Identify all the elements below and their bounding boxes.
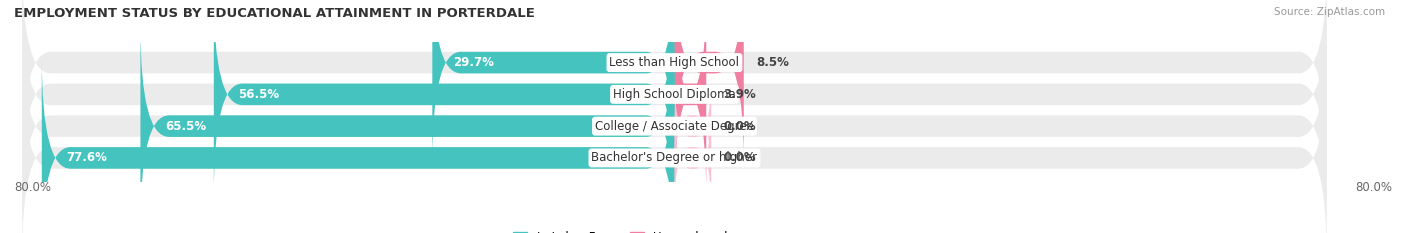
- Text: 77.6%: 77.6%: [66, 151, 107, 164]
- Text: Less than High School: Less than High School: [609, 56, 740, 69]
- Text: 8.5%: 8.5%: [756, 56, 789, 69]
- Text: 80.0%: 80.0%: [1355, 181, 1392, 194]
- Text: 65.5%: 65.5%: [165, 120, 207, 133]
- Text: 29.7%: 29.7%: [453, 56, 494, 69]
- FancyBboxPatch shape: [432, 0, 675, 163]
- FancyBboxPatch shape: [22, 26, 1327, 226]
- Text: High School Diploma: High School Diploma: [613, 88, 735, 101]
- Text: 0.0%: 0.0%: [723, 120, 756, 133]
- FancyBboxPatch shape: [675, 105, 711, 211]
- Text: College / Associate Degree: College / Associate Degree: [595, 120, 754, 133]
- FancyBboxPatch shape: [22, 0, 1327, 195]
- Text: 3.9%: 3.9%: [723, 88, 756, 101]
- FancyBboxPatch shape: [42, 58, 675, 233]
- Text: Bachelor's Degree or higher: Bachelor's Degree or higher: [592, 151, 758, 164]
- Text: 0.0%: 0.0%: [723, 151, 756, 164]
- Text: 80.0%: 80.0%: [14, 181, 51, 194]
- FancyBboxPatch shape: [214, 0, 675, 195]
- FancyBboxPatch shape: [141, 26, 675, 226]
- FancyBboxPatch shape: [675, 73, 711, 179]
- FancyBboxPatch shape: [675, 0, 706, 195]
- Legend: In Labor Force, Unemployed: In Labor Force, Unemployed: [509, 226, 733, 233]
- FancyBboxPatch shape: [22, 58, 1327, 233]
- FancyBboxPatch shape: [22, 0, 1327, 163]
- Text: Source: ZipAtlas.com: Source: ZipAtlas.com: [1274, 7, 1385, 17]
- FancyBboxPatch shape: [675, 0, 744, 163]
- Text: 56.5%: 56.5%: [238, 88, 280, 101]
- Text: EMPLOYMENT STATUS BY EDUCATIONAL ATTAINMENT IN PORTERDALE: EMPLOYMENT STATUS BY EDUCATIONAL ATTAINM…: [14, 7, 534, 20]
